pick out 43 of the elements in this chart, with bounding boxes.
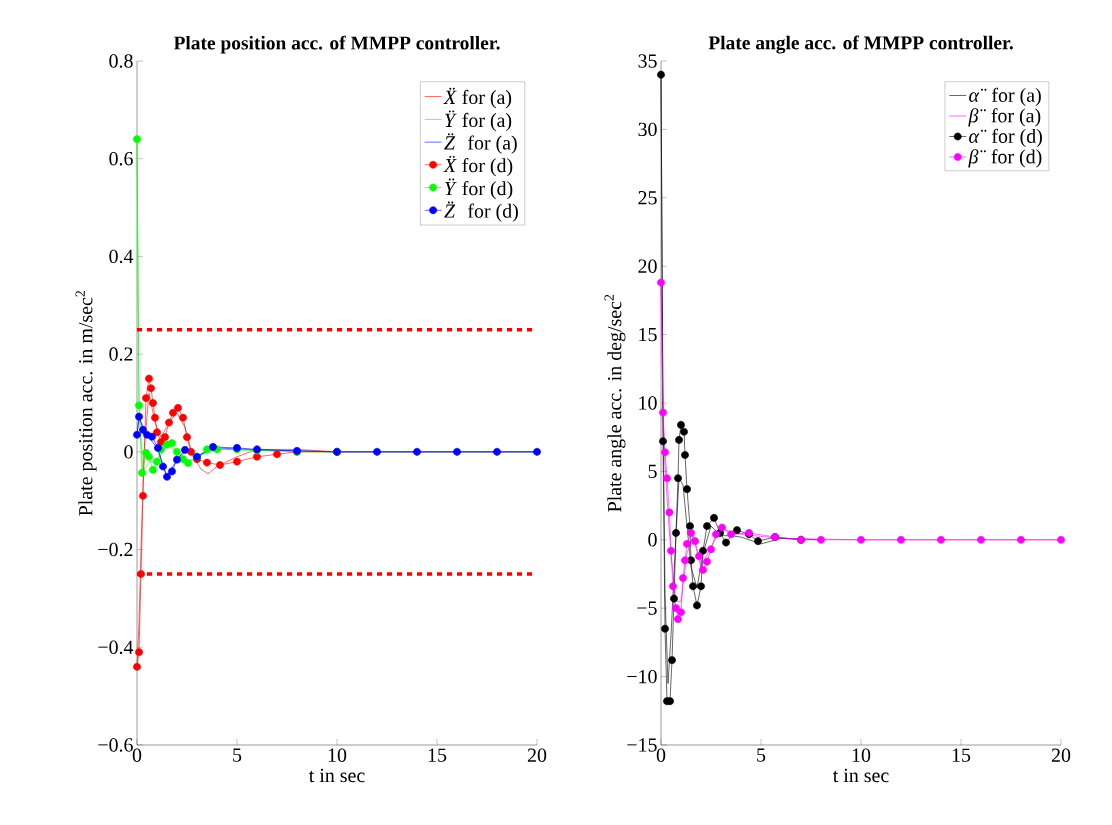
x-tick-label: 20 <box>527 748 547 762</box>
y-tick-label: 0.4 <box>109 249 134 264</box>
x-tick-label: 5 <box>757 748 766 762</box>
legend-label: Ÿ for (a) <box>445 110 512 132</box>
y-tick-label: −5 <box>637 601 657 615</box>
x-tick-label: 10 <box>852 748 871 762</box>
y-tick-label: 0 <box>124 445 133 459</box>
legend-label: β̈ for (d) <box>968 149 1042 168</box>
y-tick-label: 10 <box>639 396 657 410</box>
y-tick-label: −15 <box>627 738 657 752</box>
x-tick-label: 20 <box>1051 748 1071 762</box>
legend-label: Ÿ for (d) <box>445 178 513 200</box>
y-tick-label: −0.2 <box>98 542 133 557</box>
x-axis-title: t in sec <box>832 768 889 783</box>
legend-label: β̈ for (a) <box>968 108 1041 127</box>
legend-label: Z̈ for (a) <box>444 133 517 154</box>
chart-title: Plate position acc. of MMPP controller. <box>173 35 500 54</box>
y-tick-label: −10 <box>627 669 657 684</box>
x-tick-label: 5 <box>233 748 242 762</box>
y-tick-label: −0.6 <box>98 738 133 752</box>
y-tick-label: 35 <box>638 54 657 68</box>
x-tick-label: 10 <box>328 748 347 762</box>
y-tick-label: 0.8 <box>109 54 133 68</box>
y-tick-label: 0.6 <box>109 151 133 166</box>
x-tick-label: 15 <box>952 748 971 762</box>
y-axis-title: Plate position acc. in m/sec$^{2}$ <box>75 290 97 516</box>
y-tick-label: 30 <box>638 122 657 137</box>
legend-label: α̈ for (d) <box>969 128 1042 147</box>
x-tick-label: 15 <box>428 748 447 762</box>
legend-label: Ẍ for (d) <box>443 155 513 177</box>
y-axis-title: Plate angle acc. in deg/sec$^{2}$ <box>604 294 626 512</box>
y-tick-label: 0 <box>648 533 657 547</box>
y-tick-label: 5 <box>648 464 657 479</box>
x-axis-title: t in sec <box>308 768 365 783</box>
chart-title: Plate angle acc. of MMPP controller. <box>708 35 1013 54</box>
legend-label: Z̈ for (d) <box>444 201 518 222</box>
y-tick-label: 0.2 <box>109 347 133 361</box>
legend-label: Ẍ for (a) <box>443 87 512 109</box>
y-tick-label: 15 <box>639 327 657 342</box>
y-tick-label: −0.4 <box>98 640 134 655</box>
y-tick-label: 20 <box>638 259 657 273</box>
legend-label: α̈ for (a) <box>969 87 1041 106</box>
y-tick-label: 25 <box>638 191 657 205</box>
